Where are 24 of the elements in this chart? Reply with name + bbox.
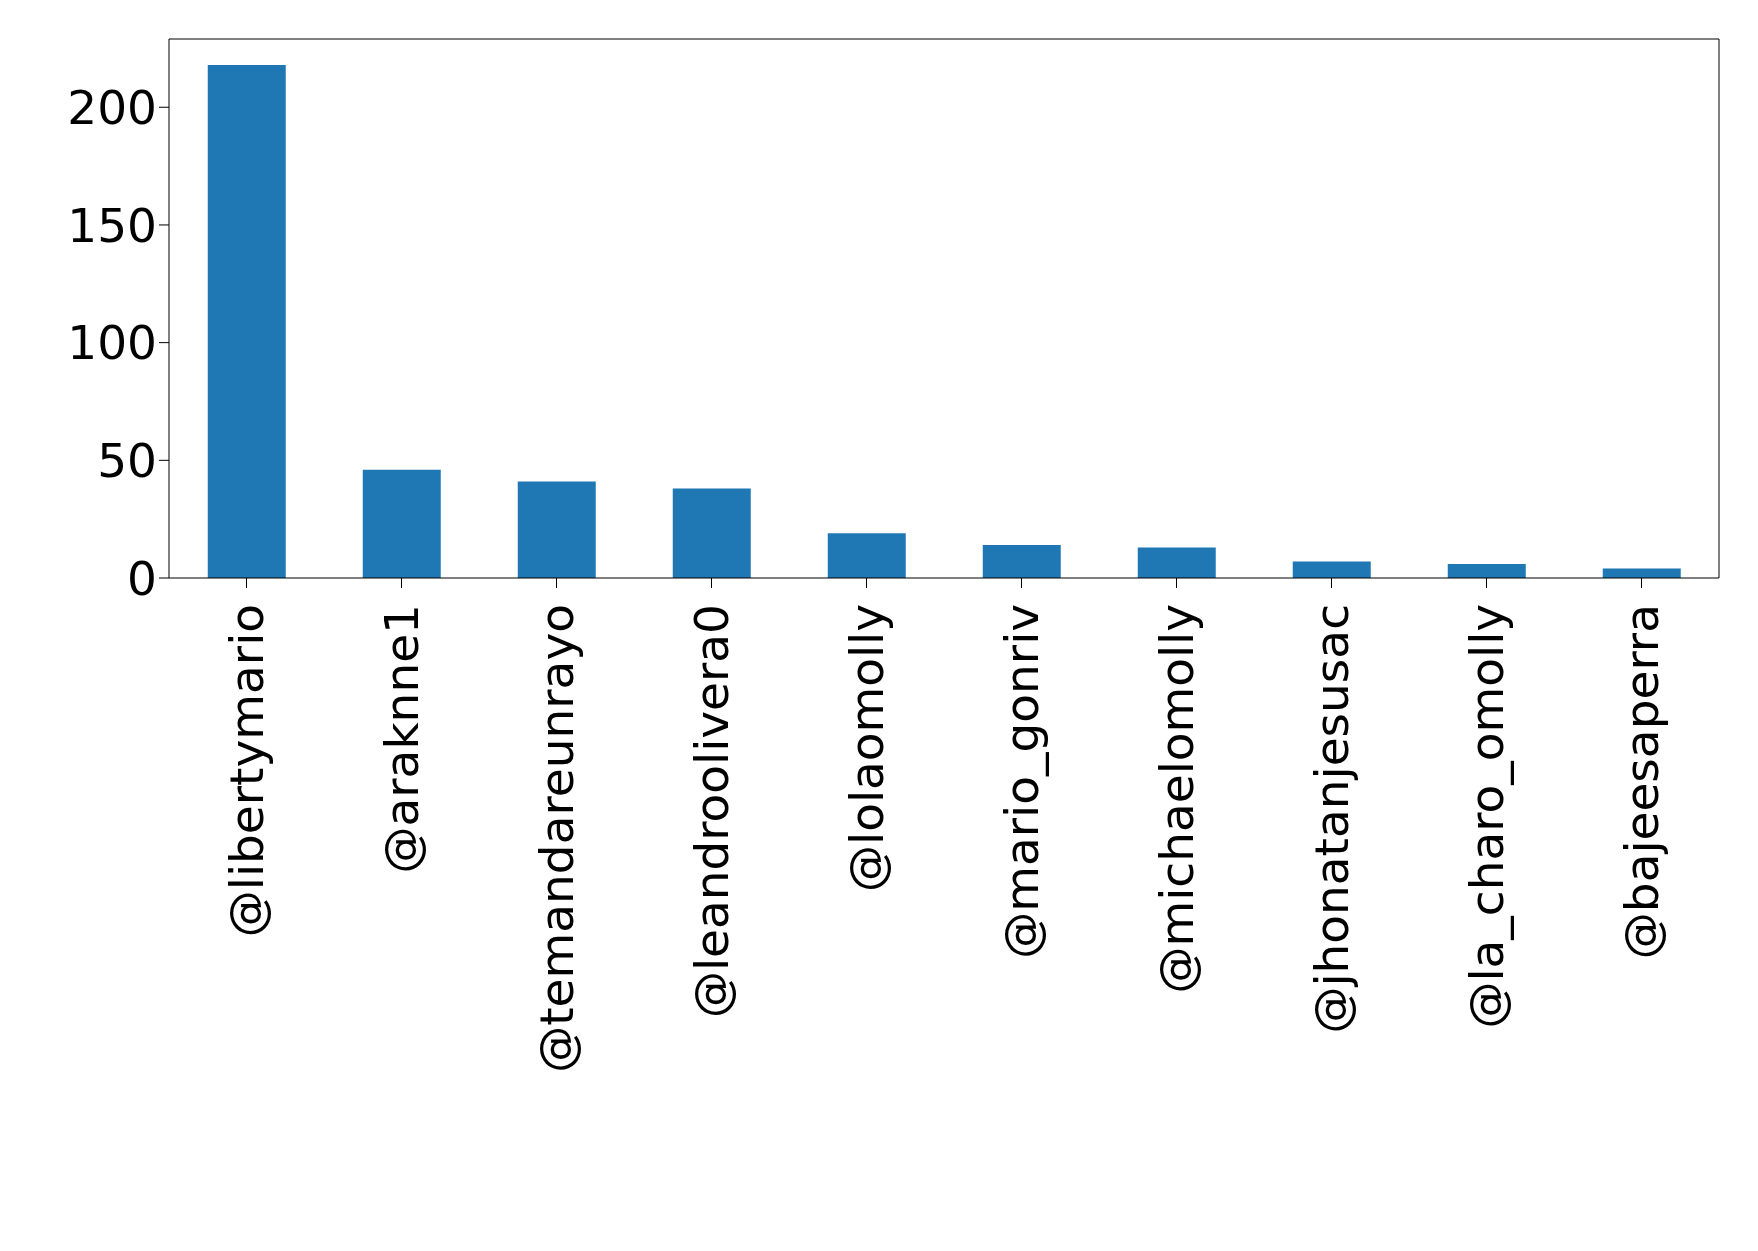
x-tick-label: @jhonatanjesusac	[1303, 604, 1359, 1034]
bar	[982, 545, 1061, 578]
bar	[1447, 563, 1526, 578]
x-tick-label: @mario_gonriv	[993, 604, 1049, 959]
y-tick-label: 0	[127, 550, 157, 606]
y-tick-label: 100	[67, 315, 157, 371]
y-tick-label: 50	[97, 433, 157, 488]
x-tick-label: @leandroolivera0	[683, 604, 739, 1019]
y-tick-label: 200	[67, 79, 157, 135]
bar	[1137, 547, 1216, 578]
bar	[827, 533, 906, 578]
y-tick-label: 150	[67, 197, 157, 253]
x-tick-label: @lolaomolly	[838, 604, 894, 892]
bar	[362, 469, 441, 578]
bar	[517, 481, 596, 578]
x-tick-label: @libertymario	[218, 604, 274, 938]
x-tick-label: @bajeesaperra	[1613, 604, 1669, 960]
bar	[207, 64, 286, 578]
bar	[672, 488, 751, 578]
bar	[1292, 561, 1371, 578]
x-tick-label: @temandareunrayo	[528, 604, 584, 1073]
x-tick-label: @la_charo_omolly	[1458, 604, 1514, 1029]
x-tick-label: @araknne1	[373, 604, 429, 874]
x-tick-label: @michaelomolly	[1148, 604, 1204, 994]
